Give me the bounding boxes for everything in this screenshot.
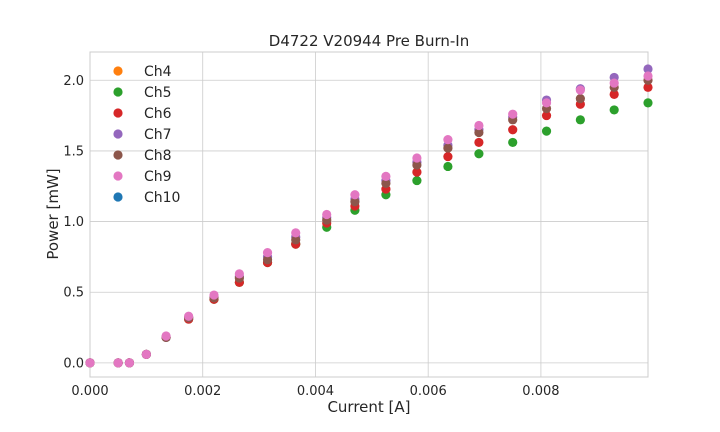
series-ch9 [85, 71, 653, 368]
data-point [508, 109, 518, 119]
data-point [643, 71, 653, 81]
legend: Ch4 Ch5 Ch6 Ch7 Ch8 Ch9 Ch10 [113, 64, 180, 206]
plot-frame [89, 51, 649, 378]
data-point [322, 209, 332, 220]
data-point [609, 78, 619, 88]
data-point [381, 171, 391, 181]
data-point [474, 149, 484, 159]
data-point [184, 311, 194, 321]
data-point [474, 137, 484, 148]
data-point [291, 228, 301, 238]
data-point [643, 64, 653, 74]
data-point [541, 110, 552, 121]
y-tick-label: 1.0 [63, 215, 84, 230]
data-point [643, 82, 653, 92]
data-point [609, 105, 619, 115]
data-point [474, 127, 484, 138]
y-tick-label: 0.0 [63, 356, 84, 371]
x-axis-label: Current [A] [327, 398, 410, 416]
legend-label: Ch4 [144, 64, 172, 80]
legend-label: Ch9 [144, 169, 172, 185]
data-point [443, 151, 453, 162]
legend-marker [113, 108, 123, 118]
legend-marker [113, 150, 123, 160]
data-point [412, 175, 422, 186]
legend-label: Ch10 [144, 190, 180, 206]
data-point [609, 89, 619, 99]
data-point [381, 178, 391, 189]
data-point [141, 349, 151, 359]
data-point [508, 137, 518, 148]
legend-marker [113, 129, 123, 139]
data-point [443, 143, 453, 153]
legend-label: Ch7 [144, 127, 172, 143]
data-point [209, 290, 219, 300]
data-point [262, 255, 273, 265]
y-tick-label: 0.5 [63, 286, 84, 301]
series-ch6 [85, 82, 653, 368]
data-point [508, 125, 518, 135]
x-tick-label: 0.004 [297, 384, 334, 399]
y-tick-label: 1.5 [63, 144, 84, 159]
data-point [412, 167, 422, 177]
data-point [575, 85, 585, 95]
data-point [262, 248, 273, 258]
data-point [412, 153, 422, 163]
chart-title: D4722 V20944 Pre Burn-In [269, 32, 469, 50]
legend-marker [113, 66, 123, 76]
data-point [575, 94, 585, 104]
x-tick-label: 0.002 [184, 384, 221, 399]
data-point [124, 358, 135, 368]
x-tick-label: 0.000 [71, 384, 108, 399]
tick-labels: 0.000 0.002 0.004 0.006 0.008 0.0 0.5 1.0 1.5 2.0 [63, 74, 559, 399]
data-point [541, 98, 552, 108]
legend-label: Ch8 [144, 148, 172, 164]
grid [89, 52, 648, 377]
legend-label: Ch5 [144, 85, 172, 101]
legend-label: Ch6 [144, 106, 172, 122]
data-point [161, 331, 171, 341]
data-point [113, 358, 123, 368]
data-point [443, 135, 453, 145]
data-point [412, 160, 422, 170]
data-point [234, 269, 244, 279]
data-point [443, 161, 453, 172]
y-axis-label: Power [mW] [44, 168, 62, 259]
x-tick-label: 0.008 [522, 384, 559, 399]
x-tick-label: 0.006 [410, 384, 447, 399]
data-point [85, 358, 95, 368]
data-point [350, 197, 360, 207]
data-point [291, 235, 301, 245]
data-point [541, 126, 552, 136]
y-tick-label: 2.0 [63, 74, 84, 89]
data-point [643, 98, 653, 108]
data-points [85, 64, 653, 368]
data-point [474, 120, 484, 131]
legend-marker [113, 171, 123, 181]
data-point [575, 115, 585, 125]
data-point [350, 190, 360, 200]
legend-marker [113, 87, 123, 97]
legend-marker [113, 192, 123, 202]
